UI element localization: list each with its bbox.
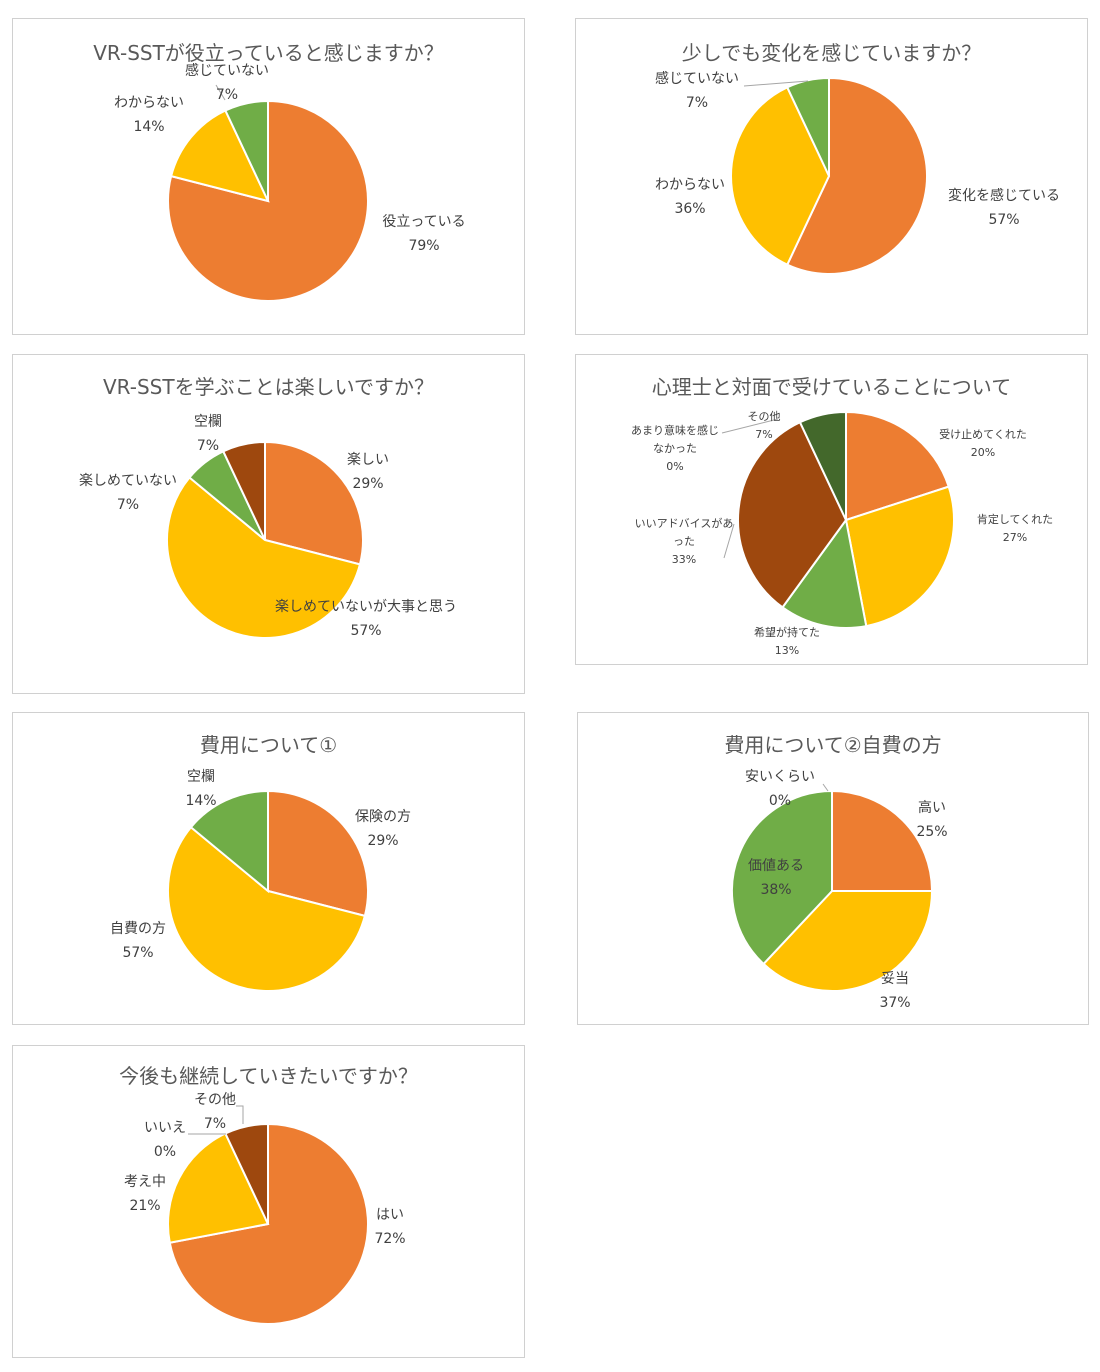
chart-panel-enjoy: VR-SSTを学ぶことは楽しいですか？ 楽しい 29% 楽しめていないが大事と思う… bbox=[12, 354, 525, 694]
pie-slice-1 bbox=[762, 890, 934, 992]
pie-slice-1 bbox=[167, 825, 367, 992]
pie-slice-1 bbox=[730, 85, 831, 267]
chart-title: 費用について① bbox=[199, 733, 338, 757]
pie-slice-0 bbox=[831, 789, 934, 892]
pie-slice-0 bbox=[264, 440, 364, 566]
pie-slice-2 bbox=[731, 789, 833, 966]
chart-panel-useful: VR-SSTが役立っていると感じますか？ 役立っている 79% わからない 14% … bbox=[12, 18, 525, 335]
pie-svg bbox=[166, 440, 364, 639]
slice-label-no: いいえ 0% bbox=[144, 1120, 186, 1160]
pie-slice-0 bbox=[267, 789, 370, 918]
chart-panel-change: 少しでも変化を感じていますか？ 変化を感じている 57% わからない 36% 感じて… bbox=[575, 18, 1088, 335]
leader-line-1 bbox=[723, 523, 735, 559]
slice-label-meaningless: あまり意味を感じなかった 0% bbox=[631, 424, 719, 473]
chart-title: VR-SSTが役立っていると感じますか？ bbox=[93, 41, 444, 65]
pie-svg bbox=[167, 1105, 369, 1325]
chart-title: 少しでも変化を感じていますか？ bbox=[681, 41, 982, 65]
pie-slice-5 bbox=[798, 410, 847, 521]
slice-label-expensive: 高い 25% bbox=[916, 800, 948, 840]
pie-svg bbox=[731, 783, 934, 992]
pie-slice-1 bbox=[167, 1132, 270, 1244]
pie-slice-1 bbox=[844, 485, 955, 628]
slice-label-other: その他 7% bbox=[194, 1092, 236, 1132]
pie-svg bbox=[167, 789, 370, 992]
pie-slice-3 bbox=[737, 420, 848, 609]
chart-title: 費用について②自費の方 bbox=[724, 733, 942, 757]
slice-label-insurance: 保険の方 29% bbox=[355, 809, 411, 849]
chart-panel-continue: 今後も継続していきたいですか？ はい 72% 考え中 21% いいえ 0% その他 7% bbox=[12, 1045, 525, 1358]
chart-panel-cost1: 費用について① 保険の方 29% 自費の方 57% 空欄 14% bbox=[12, 712, 525, 1025]
pie-svg bbox=[166, 84, 369, 302]
pie-slice-0 bbox=[785, 76, 928, 275]
slice-label-not-felt: 感じていない 7% bbox=[655, 71, 739, 111]
chart-panel-counselor: 心理士と対面で受けていることについて 受け止めてくれた 20% 肯定してくれた 27… bbox=[575, 354, 1088, 665]
slice-label-not-fun: 楽しめていない 7% bbox=[79, 473, 177, 513]
pie-slice-1 bbox=[166, 476, 362, 639]
pie-svg bbox=[730, 76, 928, 275]
pie-svg bbox=[721, 410, 955, 629]
leader-line-0 bbox=[215, 84, 226, 101]
leader-line-0 bbox=[721, 418, 779, 434]
slice-label-worth: 価値ある 38% bbox=[748, 858, 804, 898]
pie-slice-2 bbox=[785, 76, 830, 177]
slice-label-not-felt: 感じていない 7% bbox=[185, 63, 269, 103]
slice-label-felt-change: 変化を感じている 57% bbox=[948, 188, 1060, 228]
slice-label-fun: 楽しい 29% bbox=[347, 452, 389, 492]
slice-label-yes: はい 72% bbox=[374, 1207, 406, 1247]
slice-label-cheap: 安いくらい 0% bbox=[745, 769, 815, 809]
slice-label-self-pay: 自費の方 57% bbox=[110, 921, 166, 961]
slice-label-hope: 希望が持てた 13% bbox=[754, 626, 820, 657]
leader-line-0 bbox=[743, 80, 809, 87]
pie-slice-2 bbox=[781, 517, 868, 629]
slice-label-accepted: 受け止めてくれた 20% bbox=[939, 428, 1027, 459]
chart-title: 心理士と対面で受けていることについて bbox=[651, 375, 1012, 399]
slice-label-advice: いいアドバイスがあった 33% bbox=[634, 517, 734, 566]
pie-slice-2 bbox=[224, 99, 269, 202]
slice-label-important: 楽しめていないが大事と思う 57% bbox=[275, 599, 457, 639]
slice-label-reasonable: 妥当 37% bbox=[879, 971, 911, 1011]
pie-slice-0 bbox=[845, 410, 950, 522]
slice-label-blank: 空欄 14% bbox=[185, 769, 217, 809]
chart-panel-cost2: 費用について②自費の方 高い 25% 妥当 37% 価値ある 38% 安いくらい 0% bbox=[577, 712, 1089, 1025]
slice-label-other: その他 7% bbox=[747, 410, 781, 441]
slice-label-considering: 考え中 21% bbox=[124, 1174, 166, 1214]
pie-slice-1 bbox=[169, 109, 270, 203]
slice-label-unknown: わからない 14% bbox=[114, 95, 184, 135]
pie-slice-2 bbox=[189, 789, 269, 894]
chart-title: 今後も継続していきたいですか？ bbox=[119, 1064, 418, 1088]
slice-label-blank: 空欄 7% bbox=[194, 414, 222, 454]
slice-label-unknown: わからない 36% bbox=[655, 177, 725, 217]
slice-label-affirmed: 肯定してくれた 27% bbox=[976, 513, 1054, 544]
pie-slice-3 bbox=[221, 440, 266, 541]
slice-label-useful: 役立っている 79% bbox=[382, 214, 466, 254]
leader-line-0 bbox=[822, 783, 829, 792]
leader-line-1 bbox=[236, 1105, 244, 1124]
chart-title: VR-SSTを学ぶことは楽しいですか？ bbox=[103, 375, 434, 399]
